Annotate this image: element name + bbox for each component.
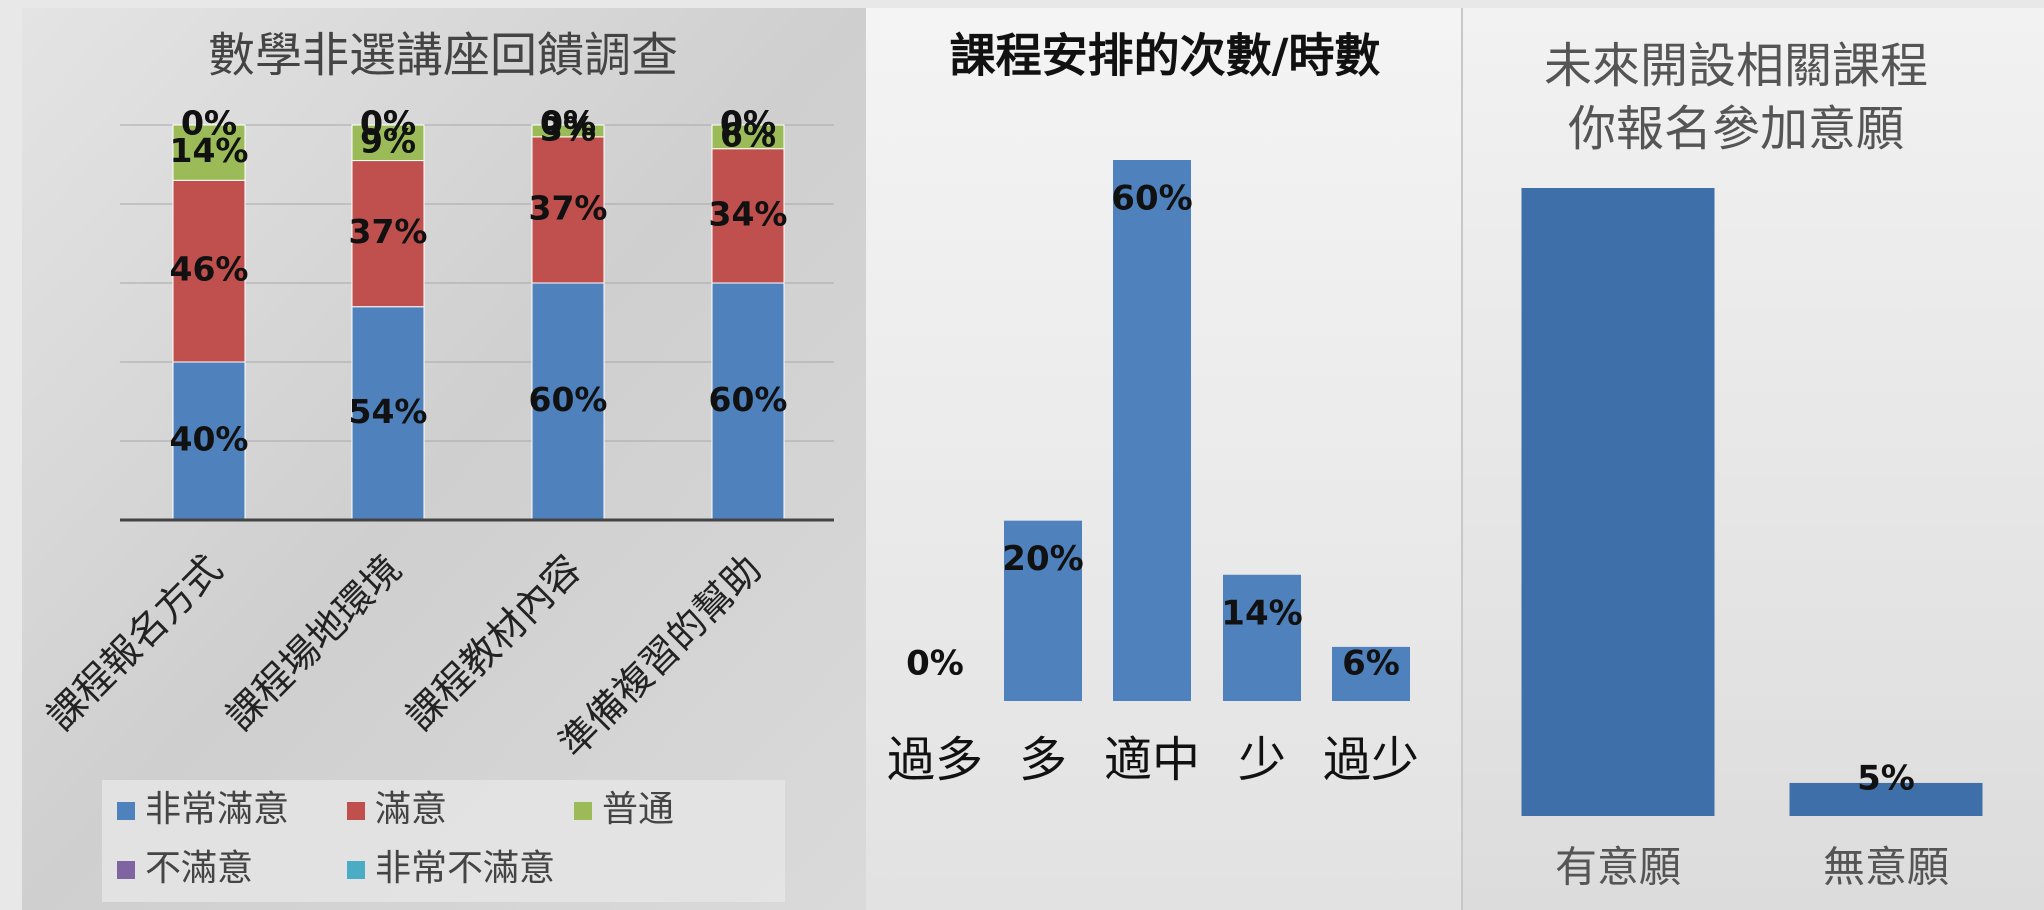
legend-label: 普通 (602, 789, 674, 830)
data-label: 9% (360, 121, 416, 160)
x-tick-label: 過多 (887, 732, 983, 788)
bar (1332, 646, 1410, 701)
x-tick-label: 過少 (1323, 732, 1419, 788)
data-label: 60% (529, 380, 608, 419)
data-label: 0% (540, 104, 596, 143)
legend-label: 不滿意 (145, 848, 253, 889)
legend-label: 非常滿意 (145, 789, 289, 830)
data-label: 6% (720, 115, 776, 154)
bar-segment (711, 124, 785, 150)
data-label: 0% (540, 104, 596, 143)
data-label: 37% (529, 188, 608, 227)
data-label: 60% (1111, 179, 1192, 219)
bar-segment (351, 124, 425, 162)
legend-swatch (117, 861, 135, 879)
x-tick-label: 多 (1019, 732, 1067, 788)
bar-segment (711, 282, 785, 521)
bar (1004, 520, 1082, 701)
legend-swatch (347, 861, 365, 879)
data-label: 0% (906, 644, 964, 684)
data-label: 37% (349, 212, 428, 251)
bar (1223, 574, 1301, 701)
data-label: 40% (170, 420, 249, 459)
data-label: 0% (720, 104, 776, 143)
chart-title: 數學非選講座回饋調查 (208, 29, 678, 84)
legend-swatch (347, 802, 365, 820)
bar-segment (172, 124, 246, 181)
bar-segment (172, 179, 246, 363)
data-label: 6% (1342, 644, 1400, 684)
x-tick-label: 有意願 (1555, 843, 1681, 892)
legend-swatch (574, 802, 592, 820)
data-label: 14% (1221, 593, 1302, 633)
legend-box (102, 780, 785, 902)
bar (1113, 160, 1191, 701)
data-label: 0% (360, 104, 416, 143)
bar (1789, 782, 1983, 816)
bar-segment (351, 160, 425, 308)
legend-swatch (117, 802, 135, 820)
data-label: 34% (709, 194, 788, 233)
data-label: 5% (1857, 759, 1915, 799)
bar-segment (531, 136, 605, 284)
bar-segment (711, 148, 785, 284)
x-tick-label: 適中 (1104, 732, 1200, 788)
data-label: 14% (170, 131, 249, 170)
bar-segment (531, 124, 605, 138)
x-tick-label: 無意願 (1823, 843, 1949, 892)
x-tick-label: 少 (1238, 732, 1286, 788)
data-label: 0% (360, 104, 416, 143)
data-label: 20% (1002, 539, 1083, 579)
chart-title: 課程安排的次數/時數 (950, 29, 1381, 83)
data-label: 54% (349, 392, 428, 431)
chart-title: 未來開設相關課程 (1544, 38, 1928, 94)
legend-label: 滿意 (375, 789, 447, 830)
legend-label: 非常不滿意 (375, 848, 555, 889)
data-label: 46% (170, 250, 249, 289)
data-label: 60% (709, 380, 788, 419)
bar (1521, 188, 1715, 816)
data-label: 0% (720, 104, 776, 143)
data-label: 3% (540, 109, 596, 148)
data-label: 0% (181, 104, 237, 143)
data-label: 0% (181, 104, 237, 143)
chart-title: 你報名參加意願 (1568, 101, 1904, 157)
bar-segment (351, 306, 425, 521)
